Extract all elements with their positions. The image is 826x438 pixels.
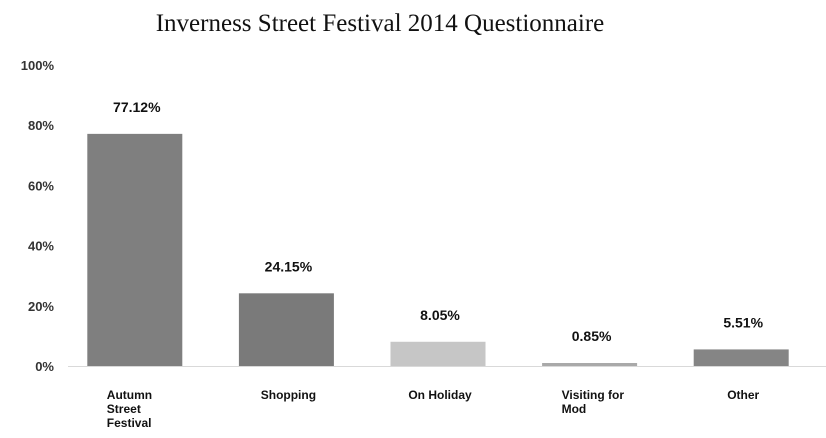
y-tick-label: 100% — [21, 58, 55, 73]
data-label: 8.05% — [420, 307, 460, 323]
bar — [238, 293, 334, 366]
bar — [693, 349, 789, 366]
x-tick-label: Autumn Street Festival — [107, 388, 152, 430]
x-tick-label: Visiting for Mod — [562, 388, 625, 416]
y-tick-label: 20% — [28, 299, 54, 314]
data-label: 24.15% — [265, 258, 313, 274]
data-label: 77.12% — [113, 99, 161, 115]
x-tick-label: Other — [727, 388, 759, 402]
x-tick-label: Shopping — [261, 388, 316, 402]
bar — [542, 363, 638, 366]
y-tick-label: 40% — [28, 239, 54, 254]
y-tick-label: 0% — [35, 359, 54, 374]
chart-title: Inverness Street Festival 2014 Questionn… — [155, 10, 605, 37]
x-tick-label: On Holiday — [408, 388, 472, 402]
bar — [87, 133, 183, 366]
data-label: 0.85% — [572, 328, 612, 344]
data-label: 5.51% — [723, 314, 763, 330]
y-tick-label: 80% — [28, 118, 54, 133]
bar — [390, 341, 486, 366]
y-tick-label: 60% — [28, 178, 54, 193]
